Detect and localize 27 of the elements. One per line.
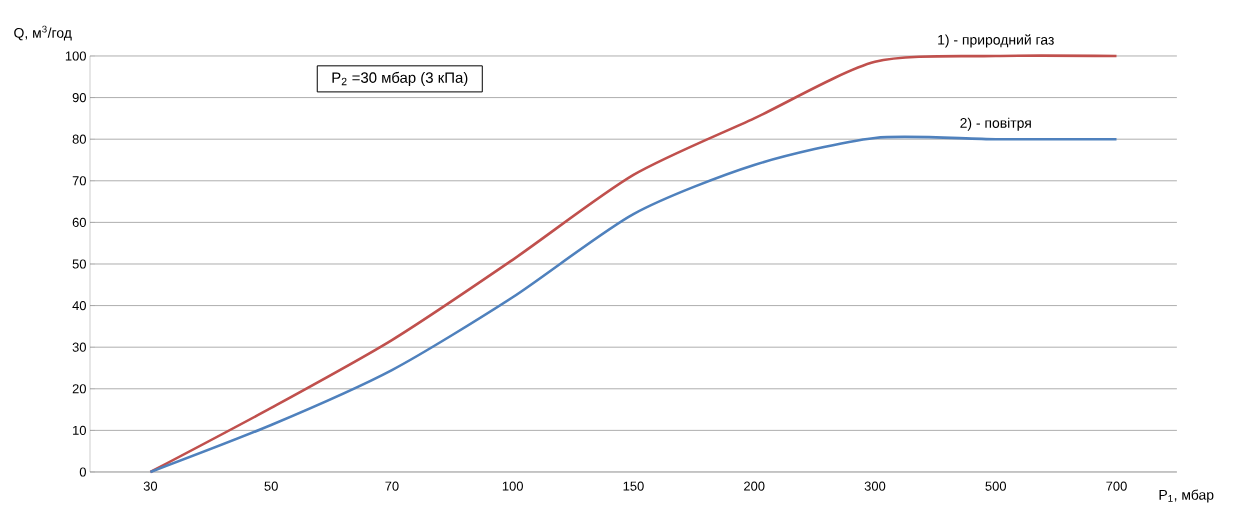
x-axis-title: P$_{1}$, мбар [1159, 489, 1214, 503]
y-tick-label: 60 [72, 217, 86, 227]
x-tick-label: 50 [264, 481, 278, 491]
y-tick-label: 20 [72, 384, 86, 394]
x-tick-label: 70 [385, 481, 399, 491]
series-label: 2) - повітря [960, 117, 1031, 131]
line-series [149, 135, 1118, 474]
line-series [149, 54, 1118, 474]
series-label: 1) - природний газ [938, 34, 1054, 48]
y-tick-label: 100 [65, 51, 86, 61]
x-tick-label: 200 [744, 481, 765, 491]
annotation: P$_{2}$ =30 мбар (3 кПа) [332, 71, 468, 86]
x-tick-label: 700 [1106, 481, 1127, 491]
y-tick-label: 0 [79, 467, 86, 477]
y-tick-label: 30 [72, 342, 86, 352]
x-tick-label: 150 [623, 481, 644, 491]
y-tick-label: 70 [72, 176, 86, 186]
x-tick-label: 100 [502, 481, 523, 491]
y-tick-label: 50 [72, 259, 86, 269]
y-tick-label: 90 [72, 93, 86, 103]
y-tick-label: 10 [73, 425, 86, 435]
x-tick-label: 500 [985, 481, 1007, 491]
x-tick-label: 30 [143, 481, 158, 491]
x-tick-label: 300 [864, 481, 886, 491]
y-tick-label: 40 [72, 301, 86, 311]
y-tick-label: 80 [72, 134, 86, 144]
y-axis-title: Q, м$^{3}$/год [14, 25, 72, 41]
